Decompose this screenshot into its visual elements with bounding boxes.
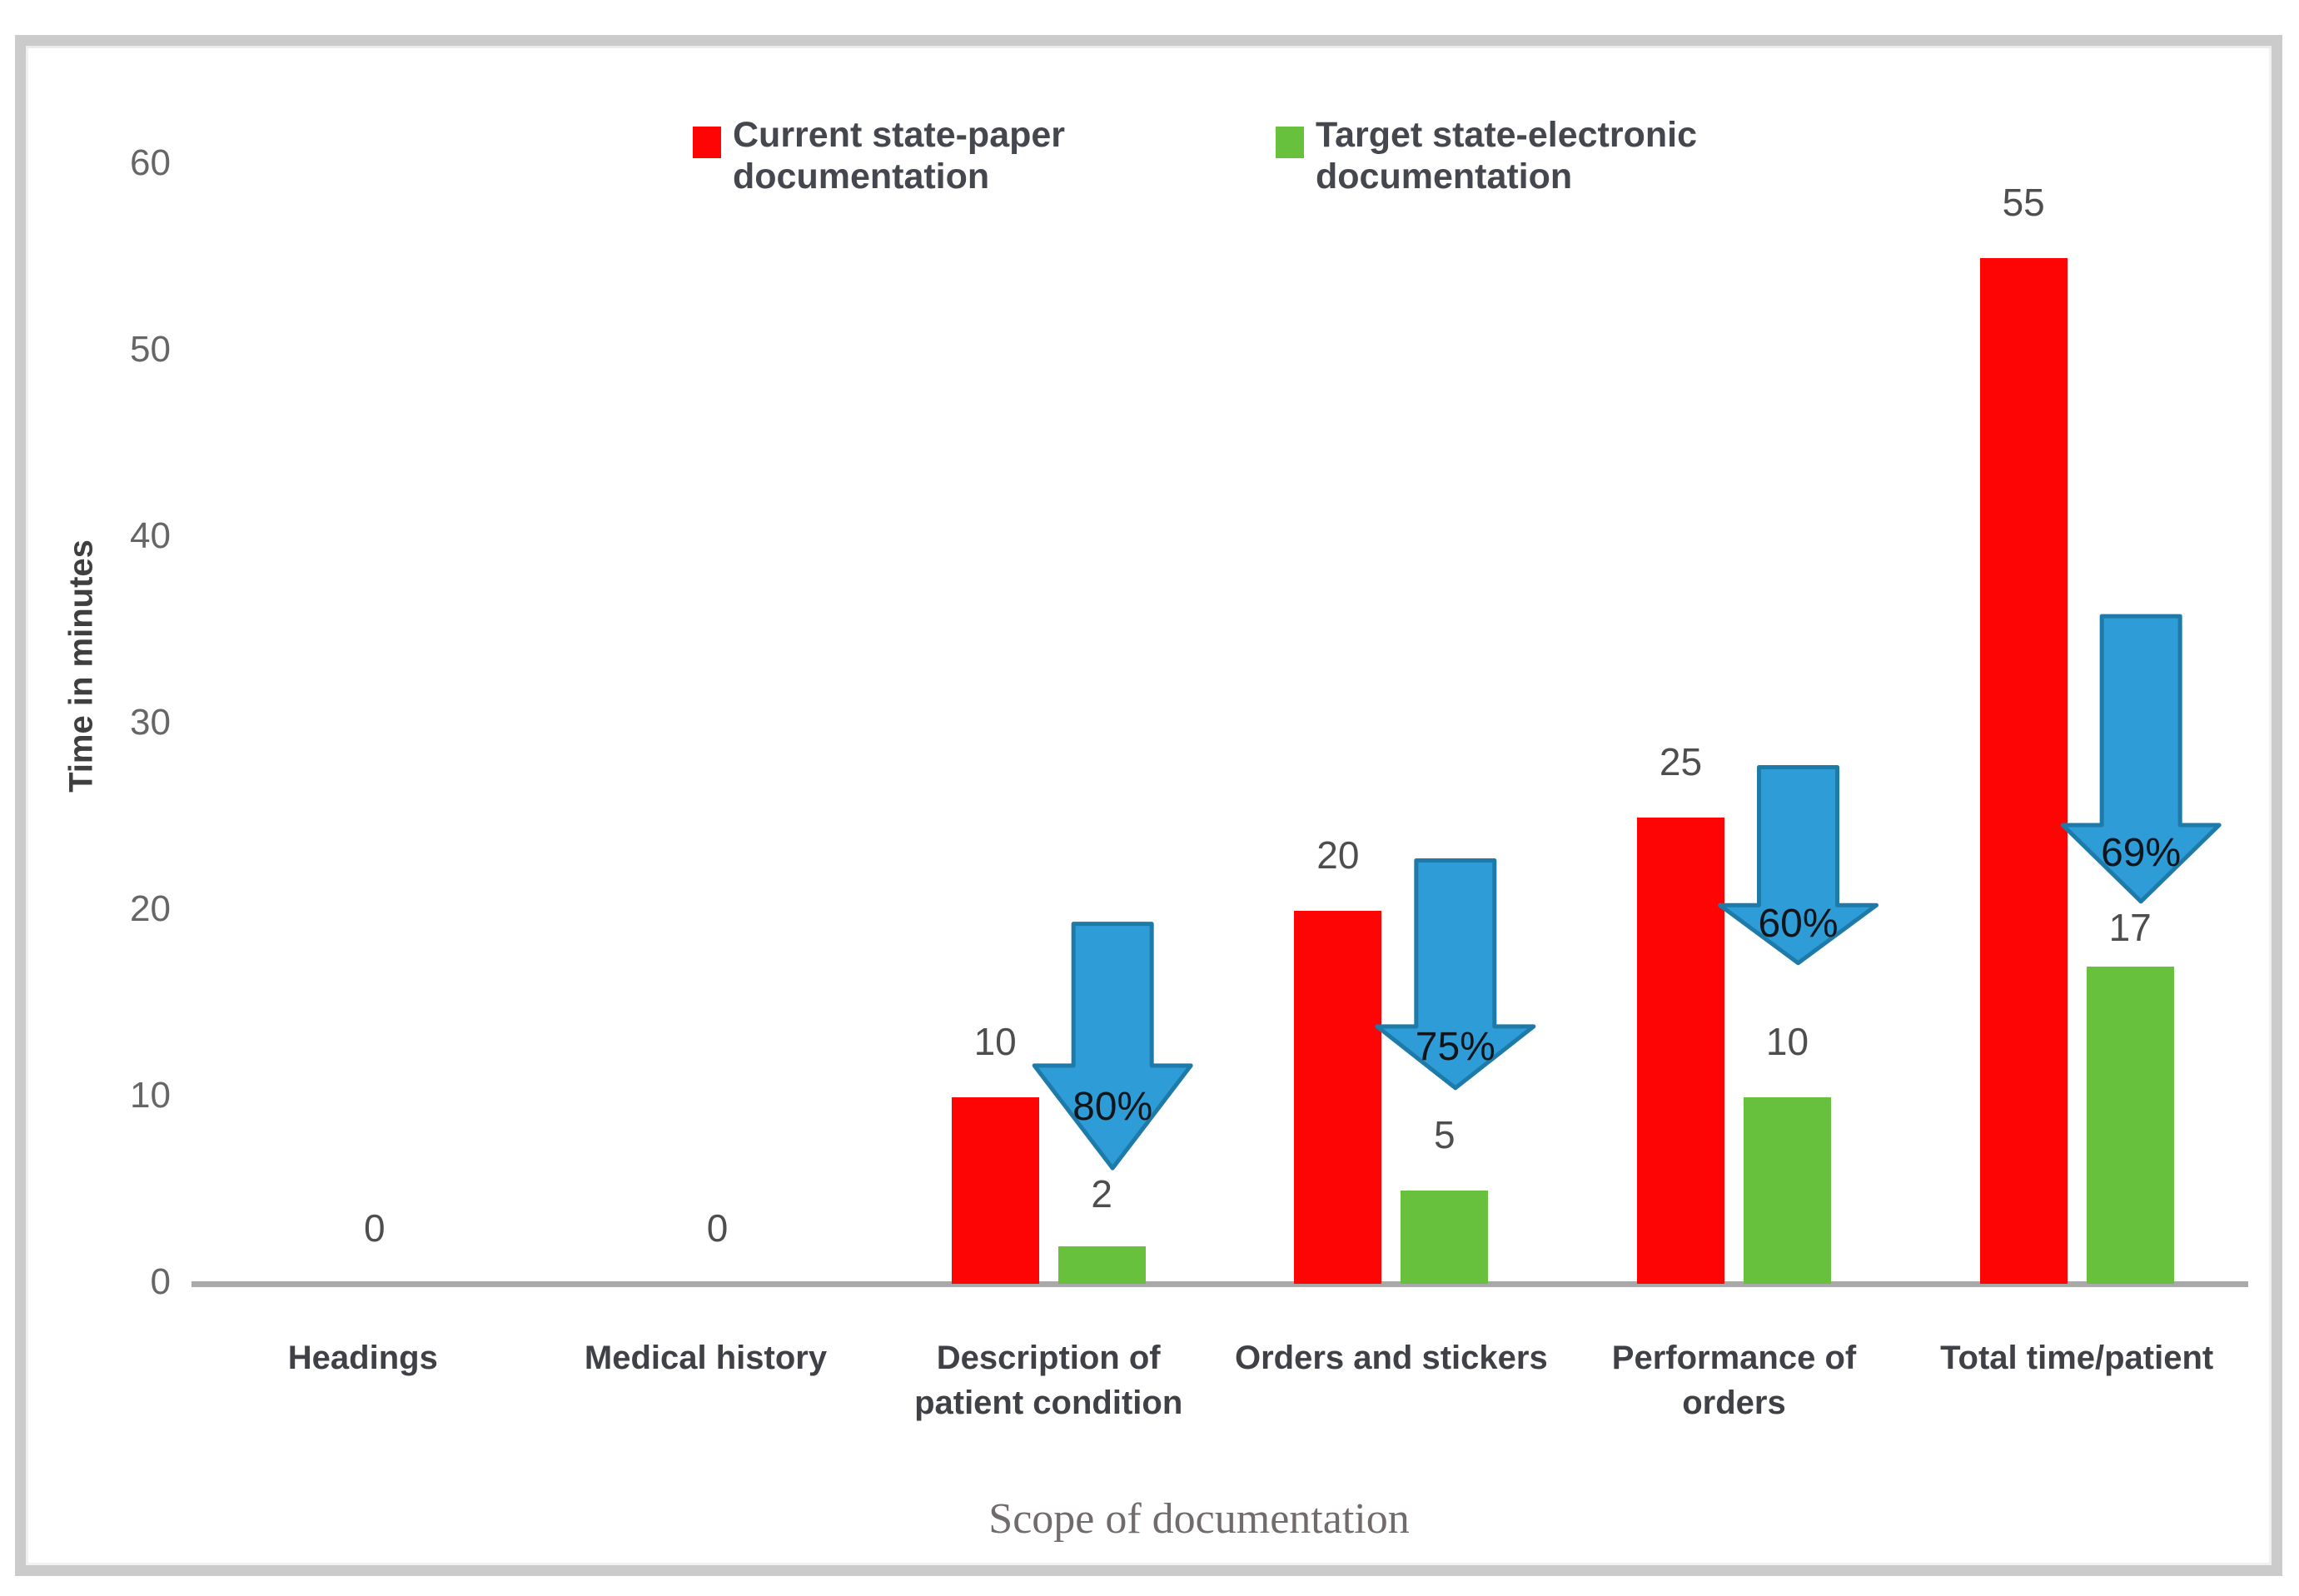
legend-label-target: Target state-electronic documentation [1316, 115, 1698, 196]
bar-current-4 [1637, 818, 1724, 1284]
legend-swatch-current [693, 127, 721, 158]
bar-target-4 [1744, 1097, 1831, 1284]
x-category-label-3: Orders and stickers [1234, 1340, 1548, 1376]
y-tick-label-40: 40 [130, 515, 171, 556]
x-category-label-2: Description of patient condition [914, 1340, 1183, 1421]
reduction-label-3: 75% [1415, 1024, 1495, 1069]
chart-frame [15, 35, 2282, 1576]
value-label-current-5: 55 [2002, 181, 2045, 224]
bar-current-5 [1979, 258, 2068, 1284]
y-tick-label-50: 50 [130, 329, 171, 370]
reduction-label-2: 80% [1072, 1084, 1153, 1129]
y-axis-title: Time in minutes [62, 539, 100, 793]
x-category-label-1: Medical history [584, 1340, 828, 1376]
bar-target-3 [1401, 1191, 1489, 1284]
bar-current-3 [1294, 911, 1382, 1284]
y-tick-label-30: 30 [130, 702, 171, 743]
x-axis-title: Scope of documentation [988, 1495, 1410, 1543]
y-tick-label-60: 60 [130, 142, 171, 183]
legend-swatch-target [1276, 127, 1304, 158]
reduction-label-5: 69% [2101, 830, 2182, 875]
value-label-current-4: 25 [1659, 740, 1703, 783]
bar-target-2 [1057, 1246, 1146, 1284]
value-label-current-3: 20 [1316, 833, 1360, 877]
value-label-target-2: 2 [1091, 1172, 1112, 1216]
y-tick-label-20: 20 [130, 888, 171, 929]
y-tick-label-0: 0 [150, 1261, 171, 1302]
value-label-target-5: 17 [2108, 905, 2152, 949]
legend-item-target: Target state-electronic documentation [1276, 115, 1732, 198]
legend-item-current: Current state-paper documentation [693, 115, 1149, 198]
legend-label-current: Current state-paper documentation [733, 115, 1066, 196]
value-label-target-4: 10 [1765, 1020, 1809, 1063]
x-category-label-4: Performance of orders [1611, 1340, 1857, 1421]
value-label-current-2: 10 [973, 1020, 1017, 1063]
y-tick-label-10: 10 [130, 1075, 171, 1116]
reduction-label-4: 60% [1758, 902, 1839, 946]
bar-target-5 [2086, 967, 2174, 1284]
x-axis-line [192, 1281, 2248, 1287]
value-label-zero-0: 0 [364, 1206, 386, 1250]
x-category-label-5: Total time/patient [1940, 1340, 2214, 1376]
value-label-target-3: 5 [1434, 1113, 1456, 1156]
bar-current-2 [951, 1097, 1039, 1284]
value-label-zero-1: 0 [706, 1206, 729, 1250]
x-category-label-0: Headings [287, 1340, 438, 1376]
